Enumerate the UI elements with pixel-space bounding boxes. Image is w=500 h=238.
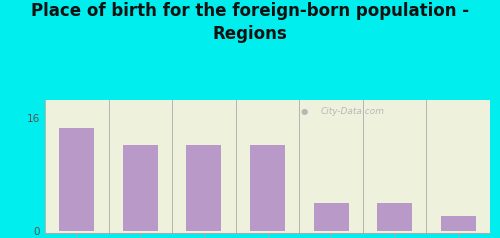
Bar [186,145,222,231]
Text: Place of birth for the foreign-born population -
Regions: Place of birth for the foreign-born popu… [31,2,469,43]
Bar [314,203,348,231]
Bar [440,216,476,231]
Bar [60,128,94,231]
Bar [250,145,285,231]
Text: ●: ● [301,107,308,116]
Bar [123,145,158,231]
Bar [377,203,412,231]
Text: City-Data.com: City-Data.com [321,107,385,116]
